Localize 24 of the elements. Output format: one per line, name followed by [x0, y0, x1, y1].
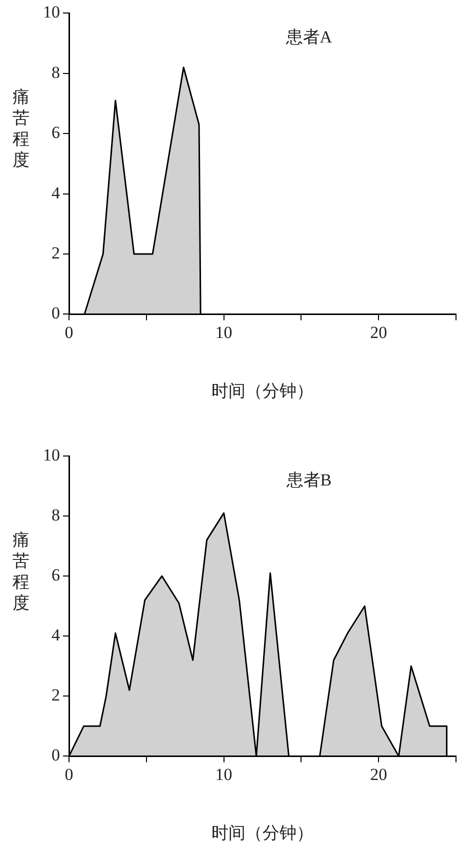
- y-axis-title: 痛苦程度: [12, 530, 30, 612]
- y-axis-title: 痛苦程度: [12, 88, 30, 170]
- y-tick-label: 8: [52, 62, 60, 82]
- y-tick-label: 2: [52, 243, 60, 262]
- x-tick-label: 10: [215, 764, 232, 784]
- annotation: 患者B: [285, 470, 332, 490]
- y-tick-label: 6: [52, 123, 60, 142]
- y-tick-label: 10: [43, 445, 60, 464]
- x-tick-label: 20: [370, 322, 388, 342]
- x-tick-label: 20: [370, 764, 388, 784]
- annotation: 患者A: [284, 28, 333, 47]
- y-tick-label: 4: [52, 183, 60, 202]
- y-tick-label: 6: [52, 566, 60, 585]
- x-tick-label: 10: [215, 322, 232, 342]
- y-tick-label: 8: [52, 506, 60, 525]
- y-tick-label: 0: [52, 304, 60, 323]
- y-tick-label: 10: [43, 2, 60, 22]
- y-tick-label: 0: [52, 746, 60, 765]
- y-tick-label: 4: [52, 626, 60, 645]
- x-axis-title: 时间（分钟）: [212, 823, 314, 842]
- x-tick-label: 0: [64, 764, 74, 784]
- x-axis-title: 时间（分钟）: [212, 381, 314, 400]
- x-tick-label: 0: [64, 322, 74, 342]
- y-tick-label: 2: [52, 686, 60, 705]
